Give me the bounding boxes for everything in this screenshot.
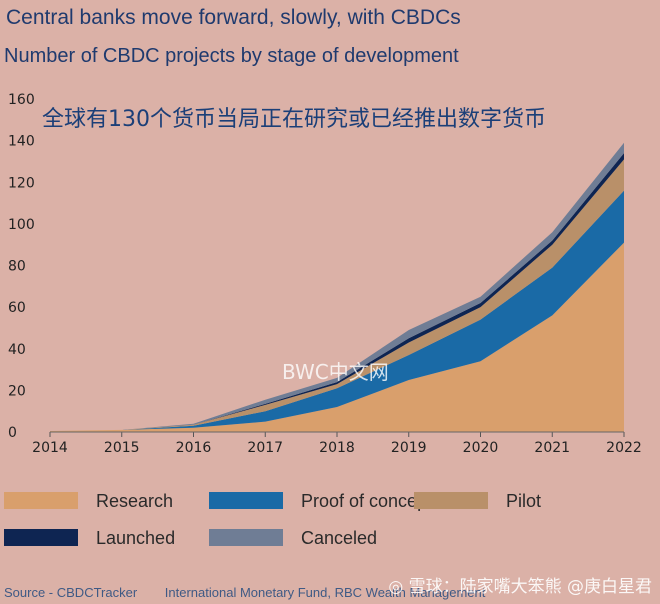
area-series-proof-of-concept	[50, 190, 624, 431]
area-series-pilot	[50, 159, 624, 431]
weibo-watermark: ◎ 雪球：陆家嘴大笨熊 @庚白星君	[388, 577, 652, 597]
y-tick-label: 120	[8, 175, 35, 191]
legend-label-research: Research	[96, 491, 173, 511]
legend-label-launched: Launched	[96, 528, 175, 548]
x-tick-label: 2014	[32, 440, 68, 456]
x-axis-ticks: 2014 2015 2016 2017 2018 2019 2020 2021 2022	[32, 432, 642, 456]
area-series-research	[50, 242, 624, 432]
source-label: Source - CBDCTracker	[4, 585, 138, 600]
y-tick-label: 140	[8, 134, 35, 150]
chart-subtitle: Number of CBDC projects by stage of deve…	[4, 45, 459, 67]
area-layers	[50, 142, 624, 432]
x-tick-label: 2018	[319, 440, 355, 456]
y-tick-label: 80	[8, 259, 26, 275]
y-tick-label: 160	[8, 92, 35, 108]
legend-swatch-proof-of-concept	[209, 492, 283, 509]
x-tick-label: 2016	[176, 440, 212, 456]
chart-title: Central banks move forward, slowly, with…	[6, 6, 461, 29]
y-tick-label: 20	[8, 383, 26, 399]
legend-label-pilot: Pilot	[506, 491, 541, 511]
source-organizations: International Monetary Fund, RBC Wealth …	[164, 585, 486, 600]
x-tick-label: 2019	[391, 440, 427, 456]
x-tick-label: 2021	[534, 440, 570, 456]
watermark: BWC中文网	[282, 360, 389, 384]
x-tick-label: 2015	[104, 440, 140, 456]
y-tick-label: 0	[8, 425, 17, 441]
legend-swatch-launched	[4, 529, 78, 546]
legend-swatch-research	[4, 492, 78, 509]
y-tick-label: 100	[8, 217, 35, 233]
source-footer: Source - CBDCTracker International Monet…	[4, 585, 485, 600]
y-tick-label: 60	[8, 300, 26, 316]
x-tick-label: 2020	[463, 440, 499, 456]
x-tick-label: 2022	[606, 440, 642, 456]
legend: Research Proof of concept Pilot Launched Can…	[4, 491, 541, 548]
y-tick-label: 40	[8, 342, 26, 358]
chart-annotation: 全球有130个货币当局正在研究或已经推出数字货币	[42, 107, 546, 132]
x-tick-label: 2017	[247, 440, 283, 456]
legend-label-proof-of-concept: Proof of concept	[301, 491, 432, 511]
legend-swatch-canceled	[209, 529, 283, 546]
legend-label-canceled: Canceled	[301, 528, 377, 548]
legend-swatch-pilot	[414, 492, 488, 509]
y-axis-ticks: 0 20 40 60 80 100 120 140 160	[8, 92, 35, 441]
